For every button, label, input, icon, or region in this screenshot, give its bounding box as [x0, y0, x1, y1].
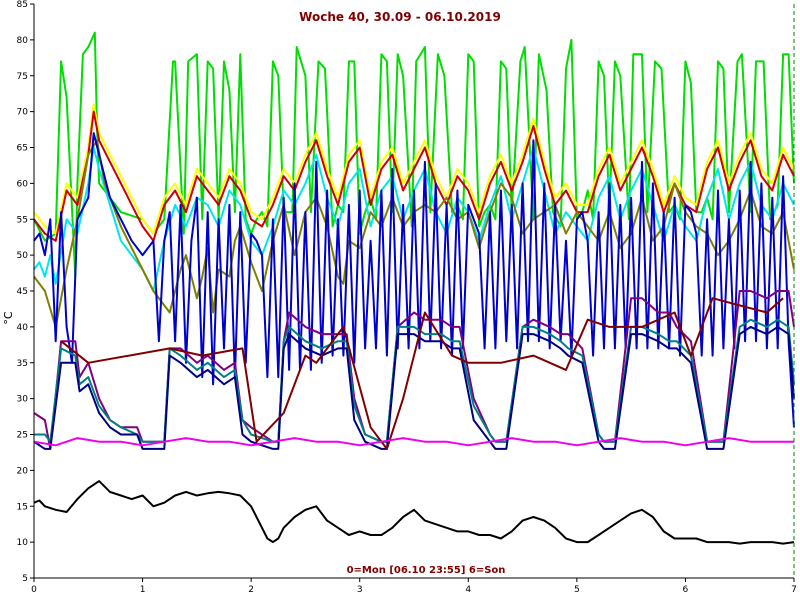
series-line-9	[33, 325, 795, 450]
y-tick-label: 80	[17, 36, 29, 46]
series-line-10	[60, 297, 784, 450]
series-layer	[33, 31, 795, 545]
y-tick-label: 65	[17, 144, 28, 154]
series-line-11	[33, 437, 794, 447]
chart-title: Woche 40, 30.09 - 06.10.2019	[299, 10, 501, 24]
y-tick-label: 85	[17, 0, 28, 10]
y-tick-label: 45	[17, 287, 28, 297]
x-tick-label: 6	[683, 585, 689, 595]
y-tick-label: 25	[17, 431, 28, 441]
y-tick-label: 5	[22, 574, 28, 584]
x-tick-label: 7	[791, 585, 797, 595]
x-tick-label: 0	[31, 585, 37, 595]
series-line-2	[33, 103, 795, 235]
y-tick-label: 75	[17, 72, 28, 82]
x-tick-label: 5	[574, 585, 580, 595]
y-tick-label: 40	[17, 323, 29, 333]
y-tick-label: 30	[17, 395, 29, 405]
series-line-12	[33, 480, 795, 545]
y-tick-label: 10	[17, 538, 29, 548]
y-tick-label: 15	[17, 502, 28, 512]
y-tick-label: 20	[17, 466, 29, 476]
y-tick-label: 50	[17, 251, 29, 261]
chart-subtitle: 0=Mon [06.10 23:55] 6=Son	[347, 565, 506, 576]
x-tick-label: 1	[140, 585, 146, 595]
series-line-3	[33, 110, 795, 242]
y-axis-title: °C	[2, 311, 15, 325]
y-tick-label: 55	[17, 215, 28, 225]
x-tick-label: 2	[248, 585, 254, 595]
series-line-8	[34, 318, 795, 443]
y-tick-label: 70	[17, 108, 29, 118]
x-tick-label: 4	[465, 585, 471, 595]
y-tick-label: 60	[17, 179, 29, 189]
x-tick-label: 3	[357, 585, 363, 595]
y-tick-label: 35	[17, 359, 28, 369]
